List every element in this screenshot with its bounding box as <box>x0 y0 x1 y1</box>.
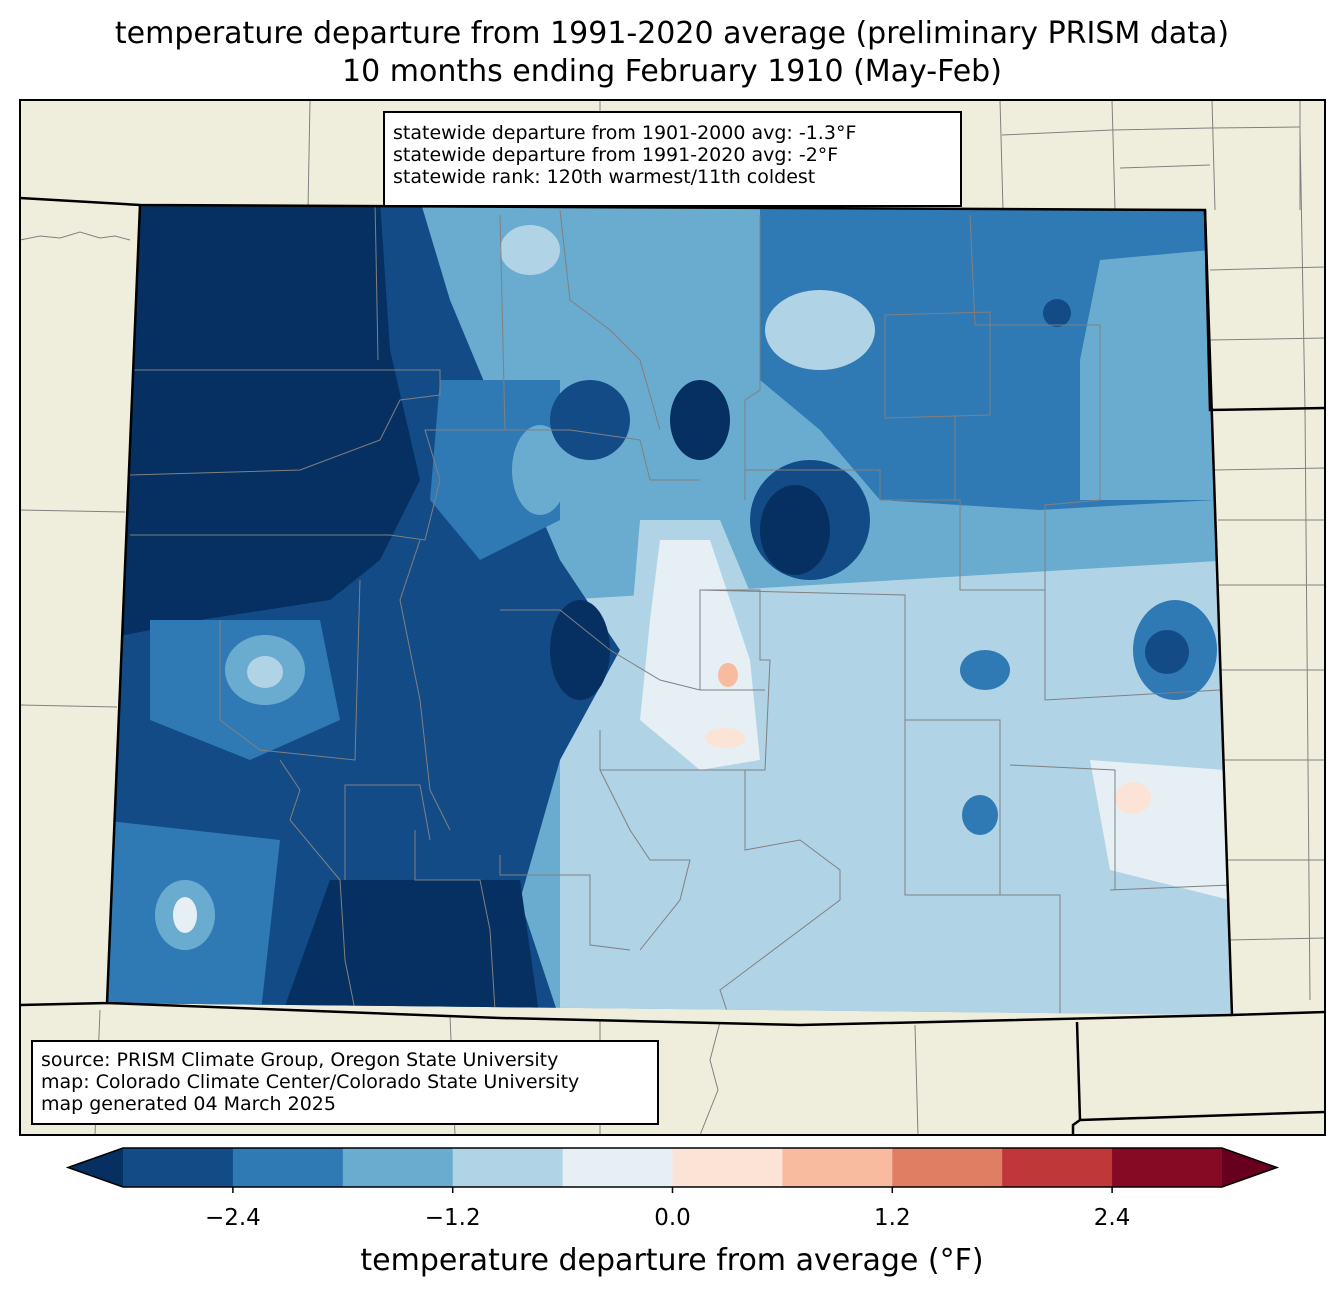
colorbar-swatch <box>1112 1148 1223 1187</box>
stats-departure-1991-2020: statewide departure from 1991-2020 avg: … <box>393 144 839 166</box>
state-boundaries <box>20 196 1325 1135</box>
colorbar-tick-label: 2.4 <box>1093 1205 1131 1231</box>
colorbar-swatch <box>672 1148 783 1187</box>
colorbar-tick-label: 1.2 <box>874 1205 911 1231</box>
colorbar-swatch <box>782 1148 893 1187</box>
colorbar-ticks <box>232 1187 1113 1193</box>
temperature-contours <box>107 205 1232 1015</box>
colorbar-label: temperature departure from average (°F) <box>360 1243 984 1278</box>
stats-departure-1901-2000: statewide departure from 1901-2000 avg: … <box>393 122 857 144</box>
colorbar-swatches <box>65 1147 1280 1188</box>
colorbar-tick-label: 0.0 <box>654 1205 691 1231</box>
colorbar-swatch <box>232 1148 344 1187</box>
map-title-line-2: 10 months ending February 1910 (May-Feb) <box>342 54 1002 89</box>
map-frame <box>19 99 1326 1136</box>
colorado-county-lines <box>129 205 1231 1015</box>
colorbar-tick-label: −1.2 <box>424 1205 481 1231</box>
colorbar-swatch <box>123 1148 234 1187</box>
colorbar-swatch <box>1002 1148 1113 1187</box>
colorbar-swatch <box>562 1148 673 1187</box>
colorbar-outline <box>65 1147 1280 1188</box>
source-box: source: PRISM Climate Group, Oregon Stat… <box>31 1040 659 1125</box>
statewide-stats-box: statewide departure from 1901-2000 avg: … <box>383 111 962 207</box>
colorbar-tick-label: −2.4 <box>204 1205 261 1231</box>
colorbar-swatch <box>892 1148 1003 1187</box>
map-credit-line: map: Colorado Climate Center/Colorado St… <box>41 1071 580 1093</box>
stats-rank: statewide rank: 120th warmest/11th colde… <box>393 166 816 188</box>
colorbar-extend-low <box>68 1148 123 1187</box>
map-title-line-1: temperature departure from 1991-2020 ave… <box>114 16 1230 51</box>
source-line: source: PRISM Climate Group, Oregon Stat… <box>41 1049 559 1071</box>
colorbar-swatch <box>342 1148 454 1187</box>
colorbar-swatch <box>452 1148 564 1187</box>
colorbar-extend-high <box>1222 1148 1277 1187</box>
generated-date-line: map generated 04 March 2025 <box>41 1093 336 1115</box>
